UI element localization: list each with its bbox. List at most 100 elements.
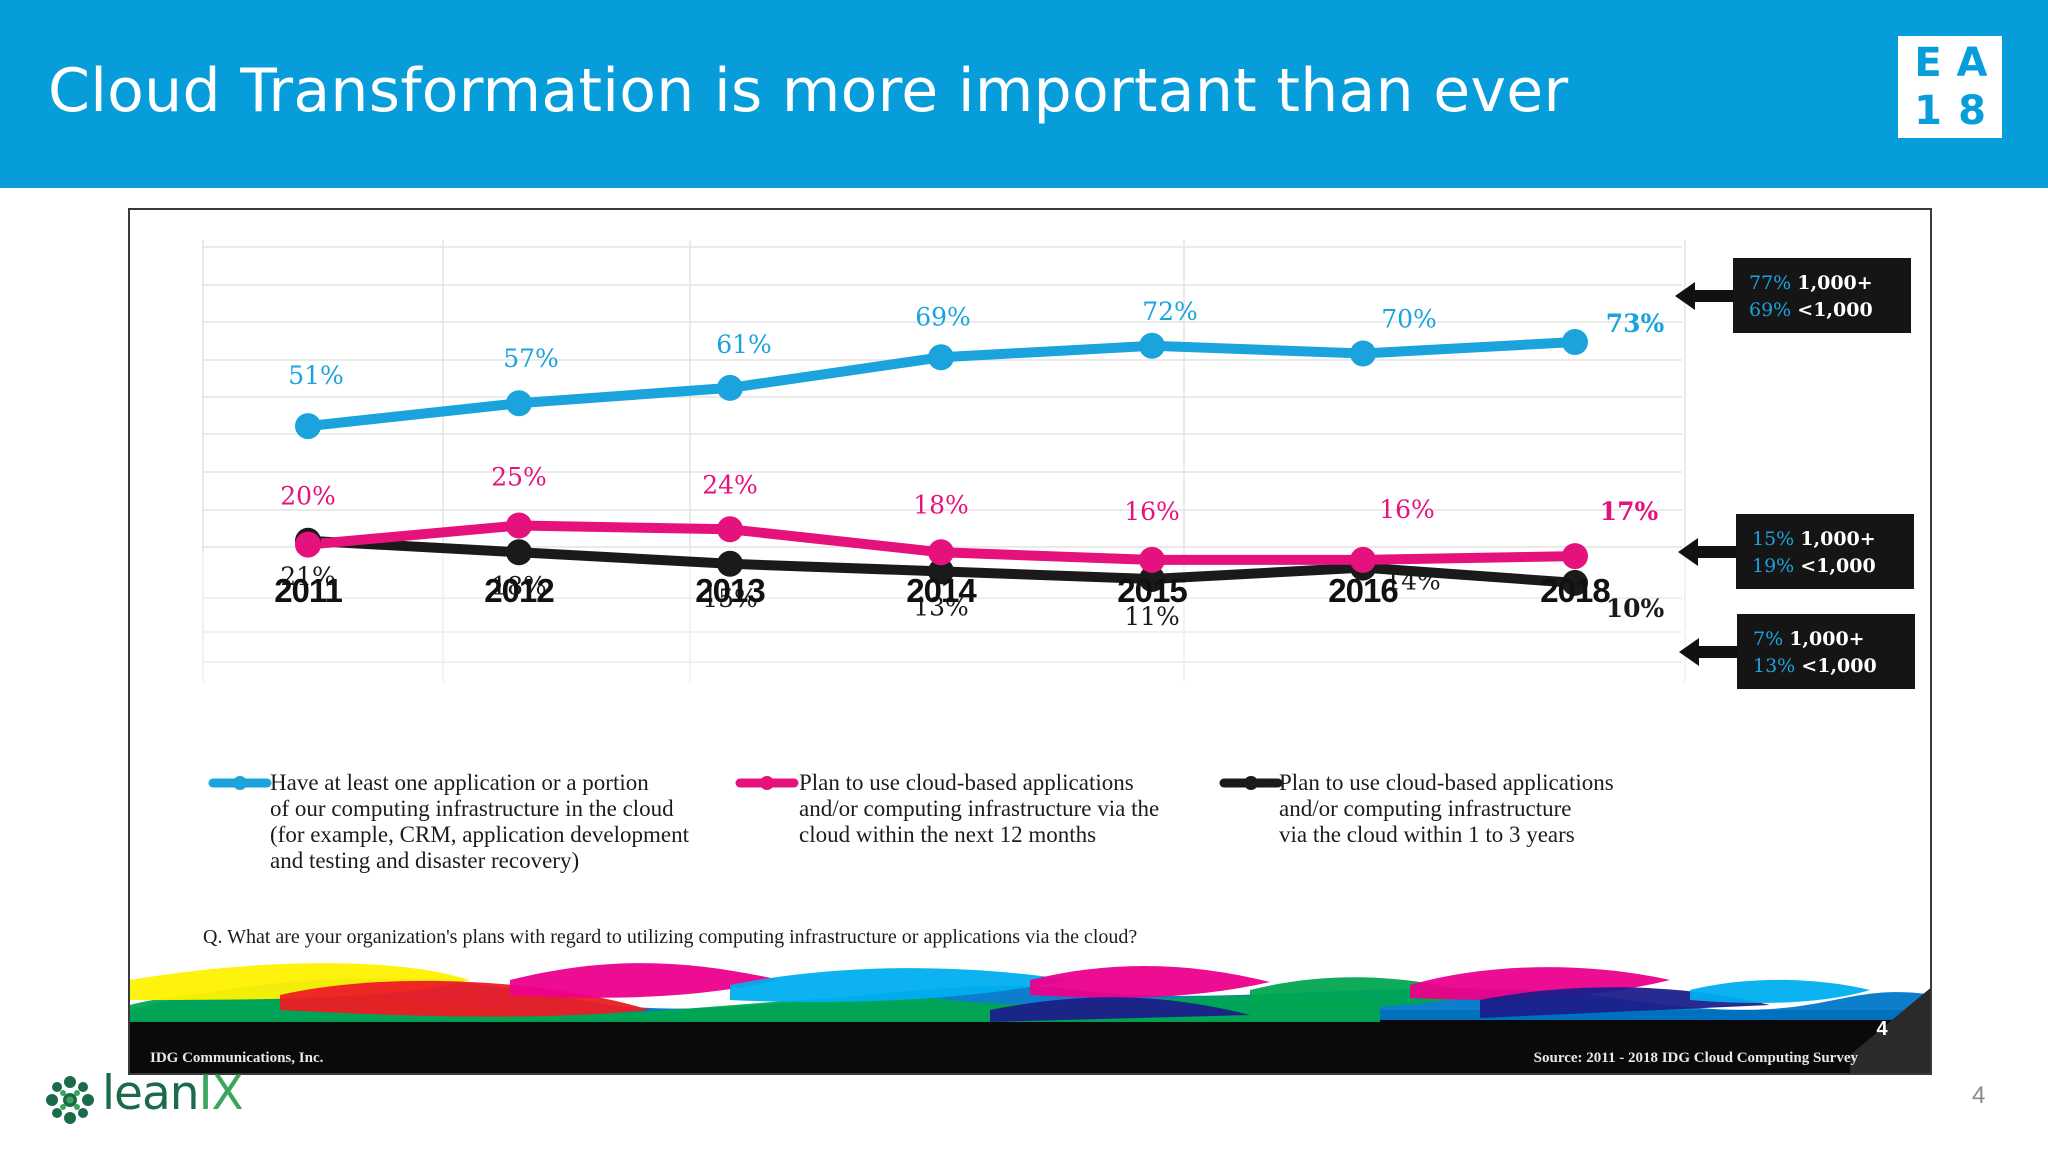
callout-group: <1,000 [1801,655,1876,677]
legend-line: and testing and disaster recovery) [270,848,580,873]
footer-wave [280,980,650,1017]
legend-line: of our computing infrastructure in the c… [270,796,674,821]
footer-wave [1690,979,1870,1003]
data-point [928,558,954,585]
callout-text: 77% 1,000+ [1749,272,1873,294]
callout-text: 13% <1,000 [1753,655,1877,677]
data-label: 73% [1606,309,1665,338]
callout-arrow [1679,638,1737,666]
data-label: 18% [913,490,969,519]
data-point [928,539,954,566]
legend-line: cloud within the next 12 months [799,822,1097,847]
footer-left-text: IDG Communications, Inc. [150,1050,324,1066]
data-label: 25% [491,463,547,492]
legend-entry-series-1: Have at least one application or a porti… [270,770,689,874]
data-point [1562,569,1588,596]
data-point [506,390,532,417]
data-label: 16% [1124,497,1180,526]
data-label: 10% [1606,594,1665,623]
footer-corner [1850,988,1930,1073]
footer-wave [990,997,1250,1022]
data-point [928,344,954,371]
legend-entry-series-2: Plan to use cloud-based applications and… [799,770,1159,848]
callout-percent: 19% [1752,555,1800,577]
badge-digit: 1 [1914,88,1942,134]
leanix-wordmark: leanIX [102,1066,244,1121]
chart-footer: IDG Communications, Inc. Source: 2011 - 2… [130,963,1930,1073]
data-point [1350,340,1376,367]
data-label: 13% [913,592,969,621]
callout-box [1736,514,1914,589]
badge-digit: 8 [1958,88,1986,134]
page-number: 4 [1972,1082,1986,1109]
legend-marker-dot [233,776,247,790]
legend-line: Plan to use cloud-based applications [1279,770,1614,795]
callout-group: 1,000+ [1789,628,1864,650]
x-tick-label: 2012 [484,572,554,609]
callout-text: 7% 1,000+ [1753,628,1865,650]
callout-percent: 15% [1752,528,1800,550]
data-label: 14% [1385,567,1441,596]
data-label: 11% [1124,602,1180,631]
data-point [1562,329,1588,355]
callout-group: 1,000+ [1800,528,1875,550]
data-label: 72% [1142,297,1198,326]
x-tick-label: 2018 [1540,572,1610,609]
survey-question: Q. What are your organization's plans wi… [203,926,1138,948]
callout-percent: 69% [1749,299,1797,321]
data-point [717,374,743,401]
data-point [1139,566,1165,592]
callout-percent: 7% [1753,628,1789,650]
callout-percent: 77% [1749,272,1797,294]
footer-wave [510,963,780,998]
data-label: 21% [280,562,336,591]
callout-text: 19% <1,000 [1752,555,1876,577]
callout-arrow [1678,538,1736,566]
data-label: 20% [280,482,336,511]
badge-letter: A [1956,40,1988,86]
chart-points [295,329,1588,596]
data-point [717,516,743,543]
data-label: 16% [1379,495,1435,524]
legend-line: Have at least one application or a porti… [270,770,649,795]
leanix-wordmark-lean: lean [102,1066,200,1121]
data-point [506,539,532,566]
callout-box [1733,258,1911,333]
data-label: 24% [702,470,758,499]
data-label: 61% [716,330,772,359]
footer-right-text: Source: 2011 - 2018 IDG Cloud Computing … [1534,1050,1859,1066]
x-tick-label: 2013 [695,572,765,609]
slide-title: Cloud Transformation is more important t… [48,56,1569,126]
chart-grid [202,240,1686,682]
data-label: 17% [1600,497,1659,526]
data-point [295,413,321,440]
footer-wave [1030,965,1270,998]
callout-group: 1,000+ [1797,272,1872,294]
data-point [506,512,532,539]
data-point [1139,332,1165,359]
header-bar: Cloud Transformation is more important t… [0,0,2048,188]
footer-wave [730,968,1070,1003]
data-label: 15% [702,584,758,613]
callout-group: <1,000 [1797,299,1872,321]
legend-marker-dot [760,776,774,790]
data-label: 70% [1381,304,1437,333]
data-point [295,531,321,558]
data-label: 57% [503,344,559,373]
callout-box [1737,614,1915,689]
callout-arrow [1675,282,1733,310]
chart-svg: 51% 57% 61% 69% 72% 70% 73% 20% 25% 24% 18% 16% 16% 1… [130,240,1930,1073]
leanix-logo: leanIX [44,1066,284,1128]
data-label: 69% [915,302,971,331]
x-tick-label: 2011 [274,572,342,609]
chart-x-axis-labels: 2011 2012 2013 2014 2015 2016 2018 [274,572,1611,609]
data-point [1350,546,1376,573]
data-label: 18% [491,571,547,600]
legend-line: and/or computing infrastructure [1279,796,1572,821]
callout-text: 69% <1,000 [1749,299,1873,321]
leanix-wordmark-ix: IX [198,1066,244,1121]
leanix-logo-icon [46,1076,94,1124]
x-tick-label: 2015 [1117,572,1187,609]
